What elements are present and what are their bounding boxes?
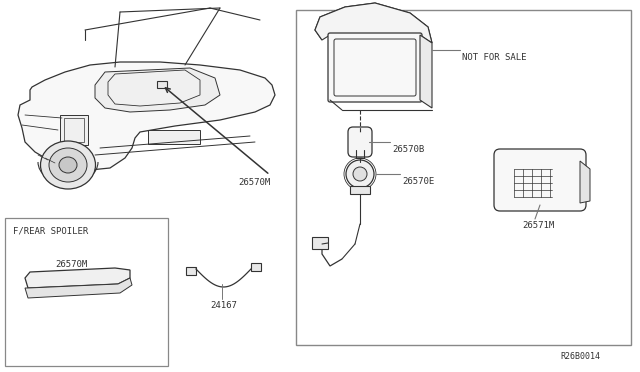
Polygon shape — [580, 161, 590, 203]
Ellipse shape — [40, 141, 95, 189]
FancyBboxPatch shape — [328, 33, 422, 102]
Polygon shape — [95, 68, 220, 112]
Bar — [64, 118, 84, 142]
Polygon shape — [350, 186, 370, 194]
Bar — [157, 81, 167, 88]
Bar — [186, 267, 196, 275]
Text: 26570E: 26570E — [402, 177, 435, 186]
Polygon shape — [108, 70, 200, 106]
Text: F/REAR SPOILER: F/REAR SPOILER — [13, 226, 88, 235]
Bar — [60, 115, 88, 145]
Polygon shape — [315, 3, 432, 43]
Ellipse shape — [59, 157, 77, 173]
Circle shape — [346, 160, 374, 188]
Text: 26570B: 26570B — [392, 145, 424, 154]
Bar — [251, 263, 261, 271]
Ellipse shape — [49, 148, 87, 182]
FancyBboxPatch shape — [494, 149, 586, 211]
Text: 26571M: 26571M — [522, 221, 554, 230]
Polygon shape — [25, 268, 130, 288]
Text: NOT FOR SALE: NOT FOR SALE — [462, 53, 527, 62]
Polygon shape — [420, 35, 432, 108]
Text: R26B0014: R26B0014 — [560, 352, 600, 361]
Bar — [148, 130, 200, 144]
Text: 24167: 24167 — [210, 301, 237, 310]
Bar — [296, 10, 631, 345]
Polygon shape — [25, 278, 132, 298]
FancyBboxPatch shape — [348, 127, 372, 157]
Text: 26570M: 26570M — [238, 178, 270, 187]
Circle shape — [353, 167, 367, 181]
Bar — [312, 237, 328, 249]
Bar — [5, 218, 168, 366]
Polygon shape — [18, 62, 275, 170]
Text: 26570M: 26570M — [55, 260, 87, 269]
